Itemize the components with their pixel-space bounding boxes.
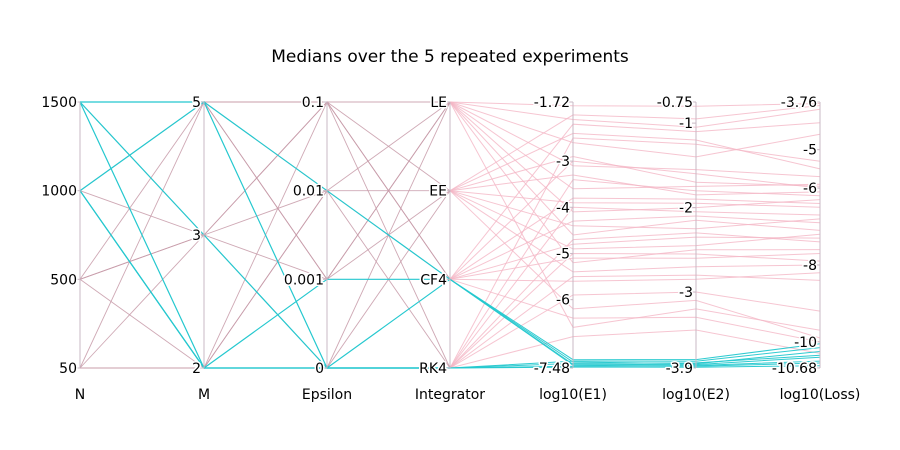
result-line-39 <box>449 354 821 369</box>
result-line-23 <box>449 253 821 280</box>
result-line-2 <box>449 101 821 158</box>
axis-label-epsilon: Epsilon <box>302 387 352 403</box>
result-line-32 <box>449 291 821 369</box>
result-line-26 <box>449 137 821 369</box>
tick-label-log10-e2: -3.9 <box>666 361 693 377</box>
tick-label-log10-e2: -1 <box>679 116 693 132</box>
tick-label-log10-e1: -7.48 <box>534 361 570 377</box>
result-line-10 <box>449 132 821 192</box>
parameter-line-14 <box>80 101 451 280</box>
result-line-36 <box>449 278 821 366</box>
tick-label-log10-e1: -3 <box>556 154 570 170</box>
result-line-34 <box>449 278 821 361</box>
result-line-14 <box>449 190 821 230</box>
parameter-line-16 <box>79 101 451 369</box>
result-line-38 <box>449 347 821 369</box>
tick-label-log10-e1: -6 <box>556 293 570 309</box>
tick-label-integrator: RK4 <box>419 361 447 377</box>
result-line-21 <box>449 215 821 280</box>
axes-layer: 50 500 1000 1500 N 2 3 5 M 0 0.001 0.01 0.1 Epsilon RK… <box>40 94 861 404</box>
result-line-6 <box>449 101 821 236</box>
result-line-9 <box>449 105 821 192</box>
result-line-24 <box>449 272 821 282</box>
result-line-41 <box>449 365 821 369</box>
tick-label-log10-loss: -5 <box>803 143 817 159</box>
result-line-3 <box>449 101 821 178</box>
result-line-29 <box>449 232 821 369</box>
tick-label-integrator: EE <box>429 184 447 200</box>
result-line-27 <box>449 179 821 369</box>
axis-label-m: M <box>198 387 210 403</box>
tick-label-n: 500 <box>50 272 77 288</box>
tick-label-log10-e2: -3 <box>679 285 693 301</box>
tick-label-log10-e1: -1.72 <box>534 95 570 111</box>
parameter-line-19 <box>79 190 450 369</box>
tick-label-n: 1000 <box>41 184 77 200</box>
tick-label-epsilon: 0.1 <box>302 95 324 111</box>
tick-label-log10-e1: -4 <box>556 200 570 216</box>
axis-label-log10-e1: log10(E1) <box>539 387 607 403</box>
axis-label-log10-loss: log10(Loss) <box>780 387 861 403</box>
tick-label-m: 5 <box>192 95 201 111</box>
result-line-33 <box>449 329 821 369</box>
result-line-25 <box>449 278 821 343</box>
tick-label-epsilon: 0 <box>315 361 324 377</box>
tick-label-m: 2 <box>192 361 201 377</box>
tick-label-log10-loss: -3.76 <box>781 95 817 111</box>
result-line-28 <box>449 206 821 369</box>
tick-label-log10-loss: -10 <box>794 335 817 351</box>
tick-label-log10-loss: -8 <box>803 258 817 274</box>
tick-label-epsilon: 0.01 <box>293 184 324 200</box>
result-line-20 <box>449 197 821 280</box>
discrete-lines-layer <box>79 101 451 369</box>
result-line-18 <box>449 122 821 280</box>
tick-label-log10-e2: -2 <box>679 201 693 217</box>
tick-label-m: 3 <box>192 228 201 244</box>
tick-label-log10-e1: -5 <box>556 246 570 262</box>
axis-label-n: N <box>75 387 85 403</box>
result-line-30 <box>449 252 821 369</box>
tick-label-log10-loss: -6 <box>803 181 817 197</box>
result-line-7 <box>449 101 821 264</box>
tick-label-log10-loss: -10.68 <box>772 361 817 377</box>
tick-label-log10-e2: -0.75 <box>657 95 693 111</box>
result-line-4 <box>449 101 821 190</box>
result-line-13 <box>449 190 821 208</box>
result-line-16 <box>449 190 821 273</box>
tick-label-integrator: CF4 <box>420 272 447 288</box>
axis-label-log10-e2: log10(E2) <box>662 387 730 403</box>
chart-title: Medians over the 5 repeated experiments <box>271 47 629 67</box>
result-line-19 <box>449 160 821 280</box>
tick-label-epsilon: 0.001 <box>284 272 324 288</box>
tick-label-n: 1500 <box>41 95 77 111</box>
tick-label-integrator: LE <box>430 95 447 111</box>
result-line-0 <box>449 101 821 107</box>
axis-label-integrator: Integrator <box>415 387 485 403</box>
tick-label-n: 50 <box>59 361 77 377</box>
continuous-lines-layer <box>449 101 821 369</box>
result-line-1 <box>449 101 821 128</box>
result-line-11 <box>449 155 821 192</box>
